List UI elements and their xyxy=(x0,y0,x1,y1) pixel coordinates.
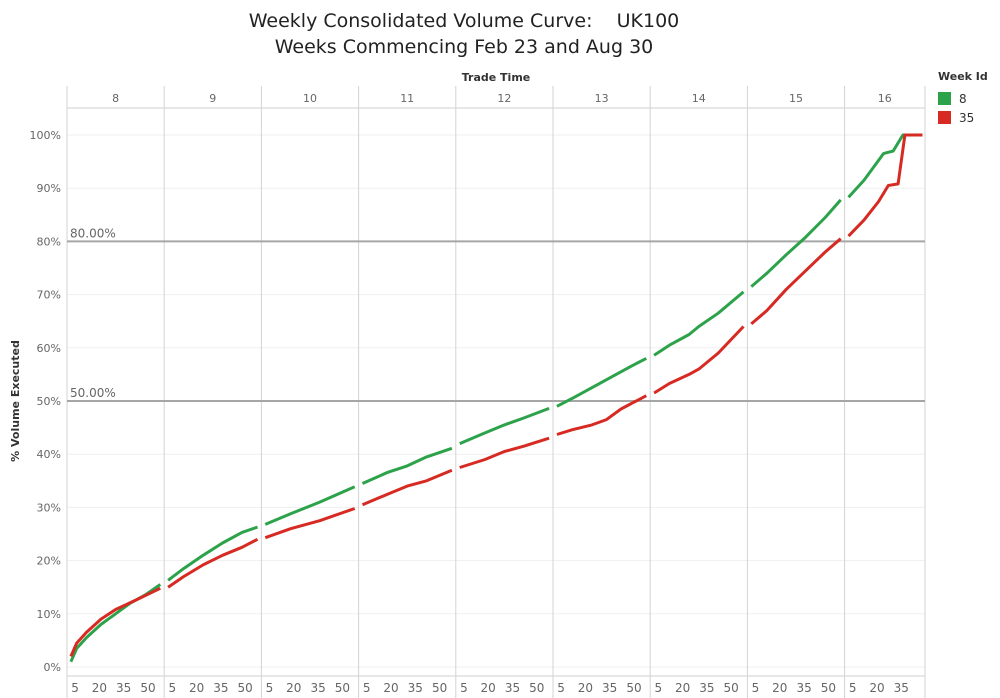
minute-tick-label: 20 xyxy=(772,681,787,695)
minute-tick-label: 50 xyxy=(140,681,155,695)
series-line-week-35 xyxy=(71,588,160,656)
hour-header-label: 13 xyxy=(595,92,609,105)
minute-tick-label: 35 xyxy=(408,681,423,695)
minute-tick-label: 50 xyxy=(821,681,836,695)
legend-label-week-35: 35 xyxy=(959,111,974,125)
minute-tick-label: 5 xyxy=(266,681,274,695)
series-line-week-35 xyxy=(460,438,549,467)
minute-tick-label: 20 xyxy=(92,681,107,695)
minute-tick-label: 50 xyxy=(529,681,544,695)
minute-tick-label: 35 xyxy=(213,681,228,695)
y-tick-label: 0% xyxy=(44,661,61,674)
series-line-week-8 xyxy=(265,487,354,525)
hour-header-label: 14 xyxy=(692,92,706,105)
minute-tick-label: 50 xyxy=(238,681,253,695)
minute-tick-label: 5 xyxy=(363,681,371,695)
minute-tick-label: 20 xyxy=(869,681,884,695)
minute-tick-label: 20 xyxy=(578,681,593,695)
hour-header-label: 11 xyxy=(400,92,414,105)
y-tick-label: 20% xyxy=(37,555,61,568)
minute-tick-label: 35 xyxy=(894,681,909,695)
y-tick-label: 10% xyxy=(37,608,61,621)
minute-tick-label: 5 xyxy=(849,681,857,695)
minute-tick-label: 35 xyxy=(116,681,131,695)
minute-tick-label: 50 xyxy=(335,681,350,695)
minute-tick-label: 35 xyxy=(796,681,811,695)
y-tick-label: 100% xyxy=(30,129,61,142)
series-line-week-35 xyxy=(363,470,452,505)
legend-item-week-35[interactable]: 35 xyxy=(938,108,998,127)
minute-tick-label: 5 xyxy=(460,681,468,695)
series-line-week-8 xyxy=(363,448,452,483)
minute-tick-label: 20 xyxy=(481,681,496,695)
x-axis-title: Trade Time xyxy=(462,71,531,84)
legend-swatch-week-8 xyxy=(938,92,951,105)
y-tick-label: 80% xyxy=(37,235,61,248)
minute-tick-label: 50 xyxy=(626,681,641,695)
series-line-week-35 xyxy=(265,509,354,538)
legend-title: Week Id xyxy=(938,70,998,83)
series-line-week-8 xyxy=(557,358,646,406)
minute-tick-label: 35 xyxy=(310,681,325,695)
series-line-week-8 xyxy=(168,527,257,580)
hour-header-label: 16 xyxy=(878,92,892,105)
reference-line-label: 80.00% xyxy=(70,226,116,240)
series-line-week-8 xyxy=(460,408,549,443)
legend-swatch-week-35 xyxy=(938,111,951,124)
minute-tick-label: 20 xyxy=(189,681,204,695)
series-line-week-8 xyxy=(751,200,840,287)
series-line-week-35 xyxy=(751,239,840,324)
minute-tick-label: 20 xyxy=(675,681,690,695)
minute-tick-label: 35 xyxy=(602,681,617,695)
y-axis-title: % Volume Executed xyxy=(9,340,22,462)
y-tick-label: 50% xyxy=(37,395,61,408)
hour-header-label: 8 xyxy=(112,92,119,105)
series-line-week-35 xyxy=(654,327,743,394)
hour-header-label: 10 xyxy=(303,92,317,105)
minute-tick-label: 35 xyxy=(699,681,714,695)
legend-label-week-8: 8 xyxy=(959,92,967,106)
y-tick-label: 70% xyxy=(37,289,61,302)
series-line-week-8 xyxy=(654,292,743,355)
minute-tick-label: 50 xyxy=(432,681,447,695)
minute-tick-label: 35 xyxy=(505,681,520,695)
y-tick-label: 60% xyxy=(37,342,61,355)
minute-tick-label: 50 xyxy=(724,681,739,695)
minute-tick-label: 5 xyxy=(654,681,662,695)
hour-header-label: 15 xyxy=(789,92,803,105)
minute-tick-label: 20 xyxy=(286,681,301,695)
minute-tick-label: 5 xyxy=(168,681,176,695)
hour-header-label: 9 xyxy=(209,92,216,105)
minute-tick-label: 5 xyxy=(752,681,760,695)
minute-tick-label: 5 xyxy=(557,681,565,695)
minute-tick-label: 5 xyxy=(71,681,79,695)
y-tick-label: 30% xyxy=(37,501,61,514)
legend: Week Id 8 35 xyxy=(938,70,998,127)
minute-tick-label: 20 xyxy=(383,681,398,695)
y-tick-label: 40% xyxy=(37,448,61,461)
y-tick-label: 90% xyxy=(37,182,61,195)
reference-line-label: 50.00% xyxy=(70,386,116,400)
legend-item-week-8[interactable]: 8 xyxy=(938,89,998,108)
hour-header-label: 12 xyxy=(497,92,511,105)
series-line-week-35 xyxy=(168,539,257,587)
